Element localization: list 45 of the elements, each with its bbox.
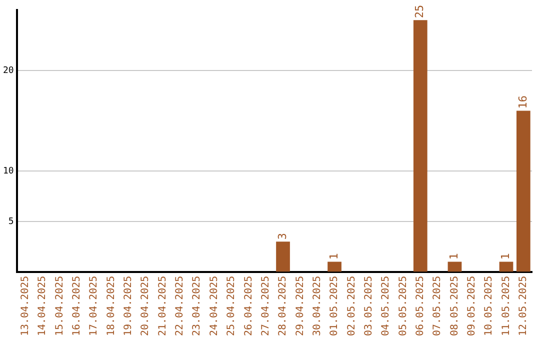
- x-tick-label: 29.04.2025: [294, 276, 306, 336]
- data-label: 3: [276, 232, 289, 240]
- bar: [276, 242, 290, 272]
- x-tick-label: 01.05.2025: [329, 276, 340, 336]
- x-tick-label: 10.05.2025: [484, 276, 495, 336]
- x-tick-label: 07.05.2025: [432, 276, 444, 336]
- y-tick-label: 10: [2, 166, 14, 176]
- y-tick-label: 20: [2, 66, 14, 76]
- x-tick-label: 26.04.2025: [243, 276, 254, 336]
- x-tick-label: 28.04.2025: [278, 276, 289, 336]
- y-tick-label: 5: [8, 216, 14, 227]
- x-tick-label: 13.04.2025: [20, 276, 32, 336]
- x-tick-label: 17.04.2025: [88, 276, 100, 336]
- x-tick-label: 04.05.2025: [380, 276, 392, 336]
- x-tick-label: 16.04.2025: [72, 276, 83, 336]
- bar: [448, 262, 462, 272]
- x-tick-label: 06.05.2025: [414, 276, 426, 336]
- x-tick-label: 23.04.2025: [192, 276, 203, 336]
- x-tick-label: 05.05.2025: [398, 276, 409, 336]
- data-label: 16: [516, 95, 530, 109]
- x-tick-label: 02.05.2025: [346, 276, 358, 336]
- x-tick-label: 25.04.2025: [226, 276, 238, 336]
- bar: [499, 262, 514, 272]
- x-tick-label: 18.04.2025: [106, 276, 117, 336]
- bar: [516, 110, 530, 272]
- bar: [328, 262, 342, 272]
- data-label: 1: [327, 253, 340, 260]
- x-tick-label: 15.04.2025: [54, 276, 66, 336]
- x-tick-label: 03.05.2025: [363, 276, 374, 336]
- x-tick-label: 20.04.2025: [140, 276, 152, 336]
- data-label: 25: [413, 4, 426, 18]
- x-tick-label: 12.05.2025: [518, 276, 530, 336]
- x-tick-label: 30.04.2025: [312, 276, 323, 336]
- x-tick-label: 08.05.2025: [449, 276, 460, 336]
- x-tick-label: 19.04.2025: [123, 276, 134, 336]
- data-label: 1: [448, 253, 461, 260]
- x-tick-label: 27.04.2025: [260, 276, 272, 336]
- bar: [413, 20, 428, 272]
- x-tick-label: 21.04.2025: [157, 276, 168, 336]
- data-label: 1: [499, 253, 512, 260]
- x-tick-label: 14.04.2025: [37, 276, 48, 336]
- x-tick-label: 22.04.2025: [174, 276, 186, 336]
- x-tick-label: 09.05.2025: [466, 276, 478, 336]
- x-tick-label: 24.04.2025: [208, 276, 220, 336]
- x-tick-label: 11.05.2025: [500, 276, 512, 336]
